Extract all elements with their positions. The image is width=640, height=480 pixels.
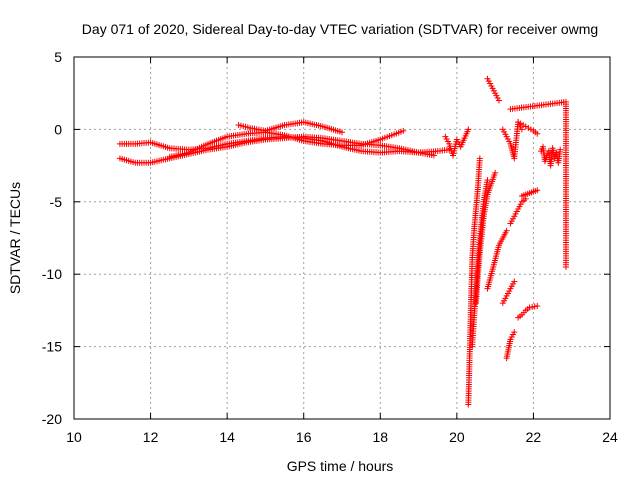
series-late-rise-4 xyxy=(518,187,541,200)
y-axis-label: SDTVAR / TECUs xyxy=(7,182,23,294)
data-point xyxy=(503,227,510,234)
series-outliers xyxy=(507,98,569,270)
series-top-right-short xyxy=(515,119,541,137)
data-point xyxy=(484,177,491,184)
data-point xyxy=(495,97,502,104)
series-track-d xyxy=(235,119,345,136)
series-rise-1 xyxy=(484,227,510,292)
y-tick-label: 0 xyxy=(54,121,62,137)
plot-frame xyxy=(73,56,611,420)
data-point xyxy=(492,169,499,176)
series-gap-cluster xyxy=(442,126,472,159)
x-tick-label: 20 xyxy=(449,429,465,445)
data-point xyxy=(520,122,527,129)
data-point xyxy=(562,263,569,270)
x-axis-ticks: 10 12 14 16 18 20 22 24 xyxy=(66,57,618,445)
series-dive-3 xyxy=(473,169,499,307)
data-point xyxy=(557,146,564,153)
y-tick-label: 5 xyxy=(54,49,62,65)
x-tick-label: 14 xyxy=(219,429,235,445)
data-point xyxy=(518,126,525,133)
data-point xyxy=(515,119,522,126)
y-tick-label: -20 xyxy=(42,411,62,427)
series-block-22 xyxy=(538,143,564,169)
series-late-rise-1 xyxy=(507,195,529,227)
series-descend-top xyxy=(484,75,502,104)
x-tick-label: 12 xyxy=(143,429,159,445)
data-point xyxy=(527,126,534,133)
data-point xyxy=(511,329,518,336)
data-point xyxy=(465,126,472,133)
y-axis-ticks: 5 0 -5 -10 -15 -20 xyxy=(42,49,610,427)
series-mid-right-cluster xyxy=(499,119,525,162)
data-point xyxy=(339,129,345,136)
series-dive-1 xyxy=(465,155,483,408)
data-point xyxy=(534,303,541,310)
series-late-low xyxy=(503,329,518,362)
x-tick-label: 18 xyxy=(372,429,388,445)
series-track-c xyxy=(166,127,407,160)
data-point xyxy=(511,278,518,285)
data-point xyxy=(534,130,541,137)
data-point xyxy=(534,187,541,194)
y-tick-label: -15 xyxy=(42,339,62,355)
x-tick-label: 16 xyxy=(296,429,312,445)
x-tick-label: 24 xyxy=(602,429,618,445)
data-point xyxy=(400,127,407,134)
chart-title: Day 071 of 2020, Sidereal Day-to-day VTE… xyxy=(82,21,598,37)
data-point xyxy=(476,155,483,162)
data-points xyxy=(116,75,569,408)
x-axis-label: GPS time / hours xyxy=(287,458,394,474)
x-tick-label: 22 xyxy=(526,429,542,445)
series-late-rise-3 xyxy=(515,303,541,321)
y-tick-label: -10 xyxy=(42,266,62,282)
series-late-rise-2 xyxy=(499,278,518,307)
x-tick-label: 10 xyxy=(66,429,82,445)
data-point xyxy=(517,120,524,127)
data-point xyxy=(525,124,532,131)
data-point xyxy=(430,152,437,159)
y-tick-label: -5 xyxy=(50,194,63,210)
data-point xyxy=(522,123,529,130)
